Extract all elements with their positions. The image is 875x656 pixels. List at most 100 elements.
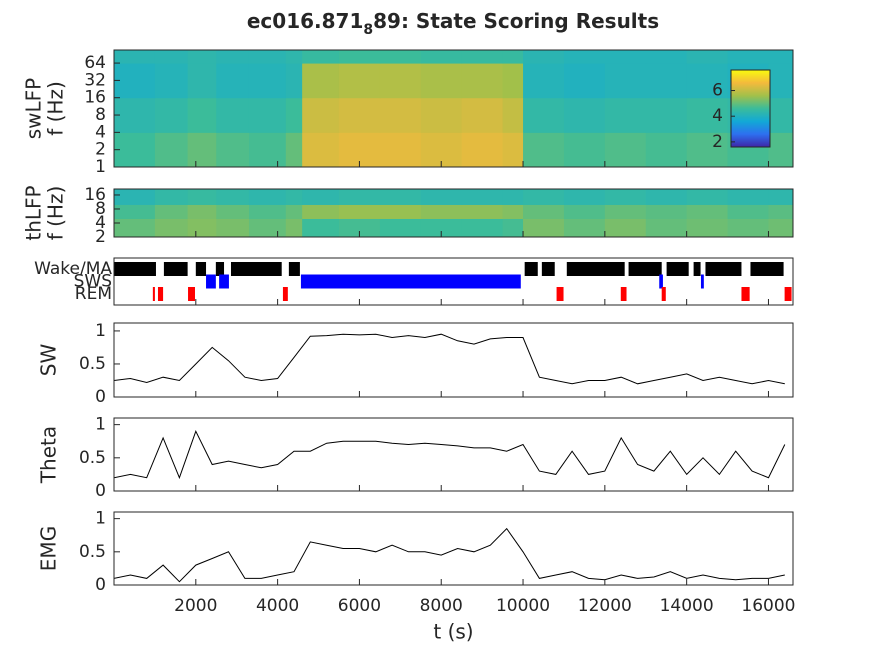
state-interval — [114, 262, 156, 276]
heatmap-cell — [379, 50, 422, 64]
axes-box — [113, 257, 794, 306]
heatmap-cell — [563, 218, 606, 237]
heatmap-cell — [114, 63, 156, 99]
heatmap-cell — [187, 50, 217, 64]
heatmap-cell — [523, 189, 565, 205]
heatmap-cell — [768, 204, 793, 219]
heatmap-cell — [216, 97, 250, 133]
heatmap-cell — [461, 97, 504, 133]
heatmap-cell — [154, 189, 189, 205]
state-interval — [219, 274, 229, 289]
y-tick-label: 0 — [95, 481, 106, 501]
heatmap-cell — [686, 218, 729, 237]
heatmap-cell — [154, 218, 189, 237]
state-interval — [206, 274, 216, 289]
heatmap-cell — [248, 204, 287, 219]
heatmap-cell — [604, 218, 647, 237]
heatmap-cell — [420, 63, 463, 99]
heatmap-cell — [461, 50, 504, 64]
heatmap-cell — [285, 218, 303, 237]
heatmap-cell — [114, 204, 156, 219]
x-tick-label: 14000 — [660, 596, 714, 616]
heatmap-cell — [338, 50, 381, 64]
state-interval — [566, 262, 625, 276]
heatmap-cell — [187, 63, 217, 99]
heatmap-cell — [302, 50, 340, 64]
heatmap-cell — [523, 132, 565, 167]
state-interval — [541, 262, 555, 276]
state-interval — [556, 287, 564, 301]
state-interval — [628, 262, 662, 276]
heatmap-cell — [563, 97, 606, 133]
state-interval — [620, 287, 627, 301]
heatmap-cell — [285, 132, 303, 167]
heatmap-cell — [216, 189, 250, 205]
state-interval — [661, 287, 666, 301]
heatmap-cell — [645, 50, 688, 64]
heatmap-cell — [461, 132, 504, 167]
title-main: ec016.871 — [247, 9, 364, 33]
heatmap-cell — [645, 132, 688, 167]
heatmap-cell — [604, 132, 647, 167]
state-interval — [163, 262, 188, 276]
heatmap-cell — [338, 218, 381, 237]
heatmap-cell — [563, 50, 606, 64]
heatmap-cell — [420, 218, 463, 237]
y-tick-label: 2 — [95, 140, 106, 160]
heatmap-cell — [285, 97, 303, 133]
axes-box — [113, 417, 794, 492]
y-tick-label: 0.5 — [79, 354, 106, 374]
heatmap-cell — [302, 204, 340, 219]
heatmap-cell — [686, 132, 729, 167]
heatmap-cell — [563, 204, 606, 219]
heatmap-cell — [379, 97, 422, 133]
heatmap-cell — [563, 63, 606, 99]
heatmap-cell — [523, 97, 565, 133]
state-interval — [750, 262, 784, 276]
heatmap-cell — [768, 189, 793, 205]
heatmap-cell — [768, 132, 793, 167]
plot-area — [114, 262, 792, 301]
heatmap-cell — [154, 63, 189, 99]
heatmap-cell — [523, 63, 565, 99]
plot-area — [114, 430, 786, 480]
x-tick-label: 8000 — [420, 596, 463, 616]
heatmap-cell — [379, 218, 422, 237]
y-axis-label: swLFP — [22, 78, 46, 139]
heatmap-cell — [502, 50, 524, 64]
heatmap-cell — [686, 204, 729, 219]
heatmap-cell — [302, 189, 340, 205]
heatmap-cell — [727, 189, 769, 205]
y-tick-label: 2 — [95, 227, 106, 247]
heatmap-cell — [727, 204, 769, 219]
heatmap-cell — [154, 204, 189, 219]
heatmap-cell — [502, 132, 524, 167]
state-interval — [693, 262, 701, 276]
state-interval — [659, 274, 663, 289]
state-interval — [152, 287, 155, 301]
axes-box — [113, 322, 794, 398]
y-tick-label: 0 — [95, 575, 106, 595]
heatmap-cell — [338, 204, 381, 219]
y-tick-label: 0 — [95, 387, 106, 407]
heatmap-cell — [645, 204, 688, 219]
figure-title: ec016.871889: State Scoring Results — [247, 9, 659, 39]
y-tick-label: 64 — [84, 53, 106, 73]
state-interval — [215, 262, 225, 276]
heatmap-cell — [338, 63, 381, 99]
heatmap-cell — [302, 63, 340, 99]
state-interval — [524, 262, 538, 276]
heatmap-cell — [604, 97, 647, 133]
y-tick-label: 1 — [95, 157, 106, 177]
heatmap-cell — [187, 97, 217, 133]
y-tick-label: 1 — [95, 321, 106, 341]
heatmap-cell — [420, 97, 463, 133]
heatmap-cell — [420, 189, 463, 205]
axes-box — [113, 511, 794, 586]
heatmap-cell — [248, 132, 287, 167]
heatmap-cell — [154, 50, 189, 64]
plot-area — [114, 527, 785, 583]
y-tick-label: 1 — [95, 415, 106, 435]
heatmap-cell — [563, 189, 606, 205]
x-tick-label: 16000 — [741, 596, 795, 616]
